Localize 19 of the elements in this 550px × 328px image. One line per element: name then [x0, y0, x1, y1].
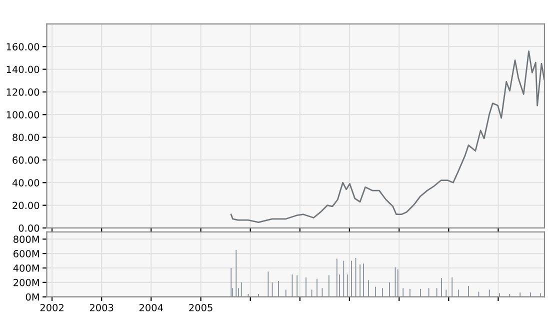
y-tick-label: 400M: [13, 264, 39, 272]
y-tick-label: 0M: [26, 293, 39, 301]
x-tick-label: 2003: [90, 304, 114, 312]
y-tick-label: 600M: [14, 250, 39, 258]
y-tick-label: 200M: [14, 278, 39, 286]
x-tick-label: 2005: [189, 304, 212, 312]
x-tick-label: 2002: [40, 304, 64, 312]
y-tick-label: 140.00: [6, 66, 40, 74]
y-tick-label: 100.00: [6, 111, 40, 118]
y-tick-label: 80.00: [12, 134, 40, 142]
y-tick-label: 40.00: [12, 179, 40, 186]
y-tick-label: 60.00: [12, 156, 40, 164]
x-tick-label: 2004: [139, 304, 163, 312]
y-tick-label: 20.00: [12, 202, 40, 210]
y-tick-label: 0.00: [18, 224, 40, 232]
y-tick-label: 800M: [14, 236, 39, 243]
y-tick-label: 120.00: [6, 88, 40, 96]
y-tick-label: 160.00: [6, 43, 40, 50]
line-series: [230, 50, 544, 223]
